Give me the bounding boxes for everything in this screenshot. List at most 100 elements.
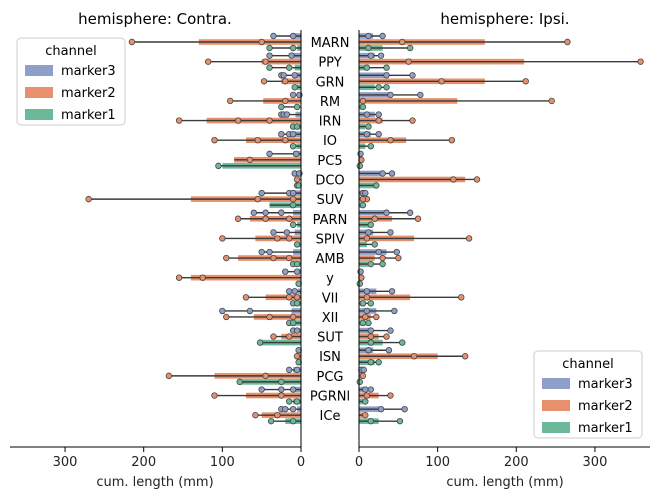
x-tick-label: 200 [504, 455, 529, 470]
point-contra-marker2-SPIV-1 [274, 235, 281, 242]
legend-swatch-marker2 [542, 400, 570, 411]
point-contra-marker2-PARN-0 [234, 215, 242, 222]
category-label-PARN: PARN [313, 213, 348, 228]
right-panel-title: hemisphere: Ipsi. [440, 10, 569, 28]
x-tick-label: 300 [583, 455, 608, 470]
point-contra-marker3-AMB-0 [258, 248, 265, 256]
right-x-ticks: 0 100 200 300 [355, 447, 608, 470]
point-contra-marker2-PCG-1 [262, 372, 269, 380]
point-contra-marker3-MARN-0 [270, 32, 277, 40]
point-contra-marker3-PCG-1 [293, 366, 301, 374]
category-label-PGRNl: PGRNl [310, 390, 350, 405]
point-ipsi-marker1-ISN-0 [375, 359, 382, 366]
point-contra-marker3-GRN-1 [280, 72, 287, 79]
right-panel: hemisphere: Ipsi. 0 100 200 300 cum. length… [355, 10, 650, 490]
point-ipsi-marker3-PCG-1 [360, 366, 367, 374]
point-contra-marker3-SUT-1 [293, 327, 301, 334]
legend-label-marker1: marker1 [578, 421, 633, 436]
point-ipsi-marker2-VII-0 [458, 294, 465, 301]
point-ipsi-marker1-ICe-0 [396, 417, 404, 425]
point-ipsi-marker1-AMB-0 [379, 260, 386, 268]
point-ipsi-marker2-RM-0 [548, 97, 555, 105]
category-label-PPY: PPY [318, 56, 341, 71]
point-ipsi-marker2-PGRNl-0 [387, 392, 394, 399]
category-label-RM: RM [320, 95, 340, 110]
x-tick-label: 100 [425, 455, 450, 470]
point-ipsi-marker1-MARN-1 [365, 44, 372, 52]
point-ipsi-marker3-SUT-1 [387, 327, 394, 334]
category-label-GRN: GRN [316, 75, 345, 90]
point-ipsi-marker1-DCO-0 [373, 182, 380, 189]
point-contra-marker3-ICe-2 [289, 405, 297, 413]
point-contra-marker2-PPY-1 [262, 58, 269, 65]
point-ipsi-marker2-PARN-0 [414, 215, 422, 222]
point-ipsi-marker2-SPIV-0 [465, 235, 473, 242]
legend-label-marker2: marker2 [61, 86, 116, 101]
x-tick-label: 0 [355, 455, 363, 470]
legend-label-marker1: marker1 [61, 108, 116, 123]
point-contra-marker2-SUV-1 [254, 195, 261, 203]
point-contra-marker1-MARN-1 [289, 44, 297, 52]
point-ipsi-marker1-VII-1 [359, 300, 367, 307]
point-contra-marker2-AMB-2 [286, 254, 293, 262]
point-ipsi-marker1-ICe-1 [367, 417, 374, 425]
point-ipsi-marker2-SPIV-1 [363, 235, 371, 242]
point-contra-marker2-XII-0 [223, 313, 230, 321]
legend-contra: channel marker3 marker2 marker1 [16, 37, 126, 126]
point-ipsi-marker3-SUV-1 [362, 189, 369, 197]
point-contra-marker2-ISN-0 [293, 353, 301, 360]
point-contra-marker2-MARN-0 [128, 38, 136, 46]
point-contra-marker2-PGRNl-1 [278, 392, 285, 399]
legend-swatch-marker1 [25, 109, 53, 120]
right-x-axis-label: cum. length (mm) [446, 475, 563, 490]
category-label-IRN: IRN [319, 115, 342, 130]
point-ipsi-marker2-GRN-0 [522, 78, 529, 85]
point-contra-marker3-PC5-0 [266, 150, 273, 158]
point-contra-marker1-ICe-1 [289, 417, 297, 425]
point-ipsi-marker3-IO-0 [375, 130, 382, 138]
point-ipsi-marker2-AMB-1 [379, 254, 386, 262]
point-ipsi-marker3-XII-0 [391, 307, 398, 315]
legend-label-marker3: marker3 [61, 64, 116, 79]
legend-label-marker3: marker3 [578, 377, 633, 392]
category-label-IO: IO [323, 134, 337, 149]
point-contra-marker3-SUV-0 [258, 189, 265, 197]
point-contra-marker2-AMB-1 [270, 254, 277, 262]
point-contra-marker2-VII-0 [242, 294, 250, 301]
point-contra-marker1-PGRNl-1 [293, 398, 301, 405]
point-ipsi-marker1-PARN-0 [367, 221, 374, 228]
point-ipsi-marker2-MARN-1 [399, 38, 406, 46]
right-bars-layer [356, 32, 644, 425]
category-label-ISN: ISN [319, 350, 341, 365]
point-ipsi-marker2-GRN-1 [438, 78, 445, 85]
point-ipsi-marker1-XII-1 [359, 319, 367, 327]
point-ipsi-marker1-GRN-0 [383, 84, 390, 91]
point-ipsi-marker2-ISN-0 [461, 353, 469, 360]
legend-title: channel [45, 44, 96, 59]
left-bars-layer [85, 32, 303, 425]
left-panel-title: hemisphere: Contra. [78, 10, 232, 28]
point-contra-marker2-SUV-0 [85, 195, 92, 203]
category-label-y: y [326, 272, 334, 287]
category-label-AMB: AMB [315, 252, 344, 267]
point-ipsi-marker2-PARN-1 [371, 215, 378, 222]
point-ipsi-marker3-DCO-1 [388, 170, 396, 177]
point-contra-marker2-IRN-0 [175, 117, 183, 124]
point-ipsi-marker3-GRN-1 [409, 72, 416, 79]
point-contra-marker2-RM-0 [227, 97, 234, 105]
point-contra-marker3-y-0 [282, 268, 289, 275]
point-contra-marker3-VII-1 [291, 288, 298, 295]
point-contra-marker3-PGRNl-1 [278, 386, 285, 393]
point-contra-marker2-y-1 [199, 274, 206, 281]
point-ipsi-marker2-IRN-0 [409, 117, 416, 124]
point-ipsi-marker2-DCO-0 [450, 176, 457, 183]
point-ipsi-marker1-ISN-1 [367, 359, 374, 366]
point-contra-marker1-IRN-1 [293, 123, 301, 130]
left-x-ticks: 300 200 100 0 [53, 447, 305, 470]
point-ipsi-marker3-GRN-0 [383, 72, 390, 79]
legend-frame [533, 350, 643, 439]
point-contra-marker1-SUV-0 [289, 201, 297, 209]
legend-swatch-marker1 [542, 422, 570, 433]
category-label-XII: XII [322, 311, 339, 326]
point-contra-marker3-PGRNl-2 [289, 386, 297, 393]
